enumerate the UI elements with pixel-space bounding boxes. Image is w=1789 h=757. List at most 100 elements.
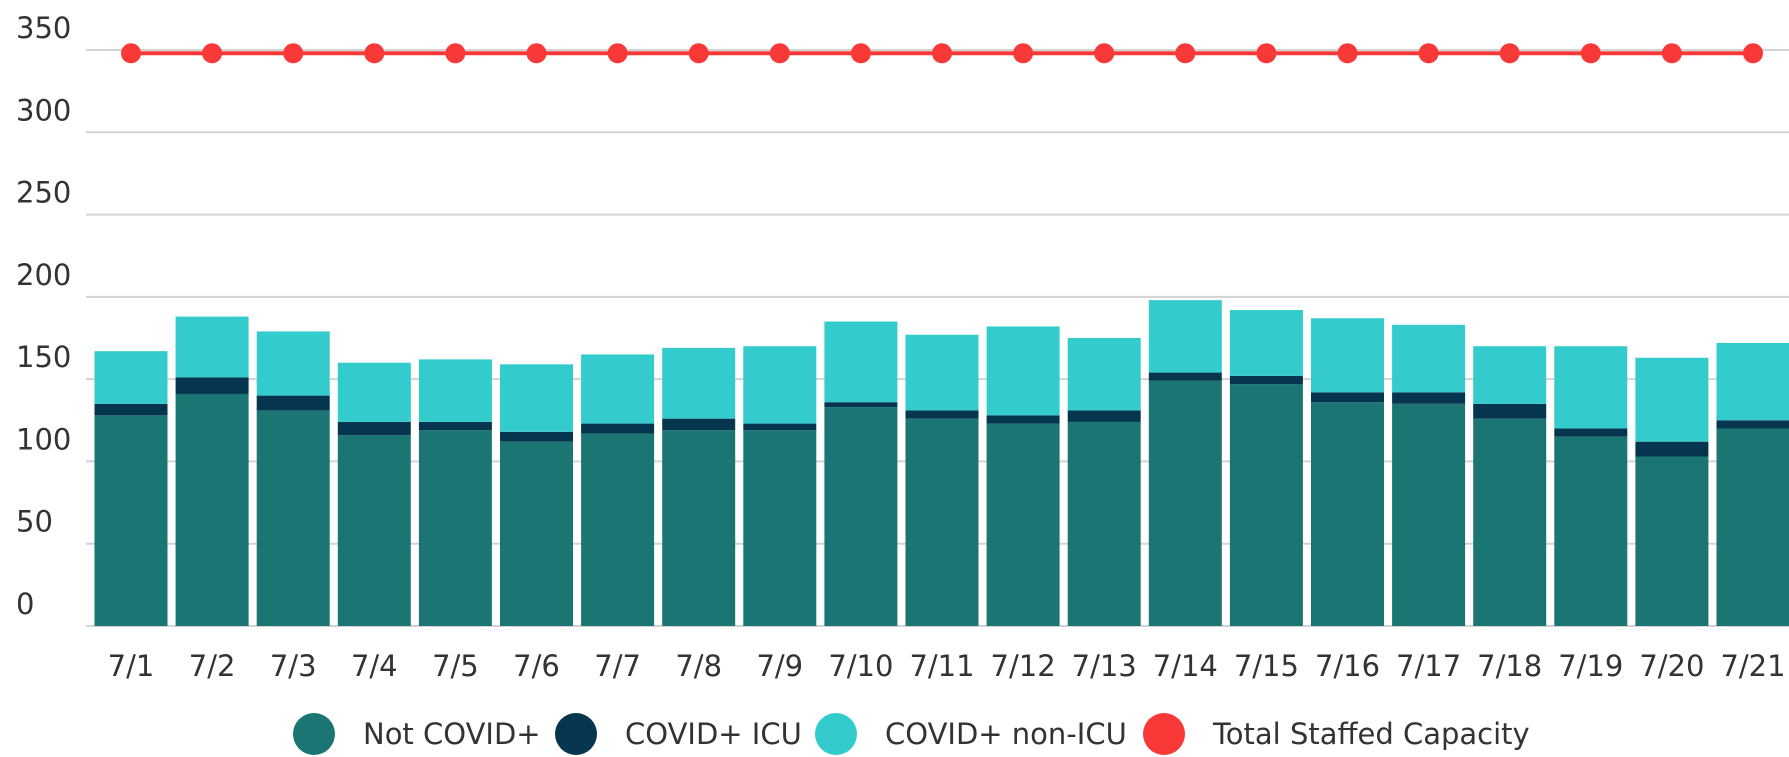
- bar-segment: [337, 435, 411, 626]
- bar-segment: [743, 346, 817, 424]
- bar-segment: [824, 321, 898, 403]
- x-tick-label: 7/4: [351, 649, 398, 683]
- bar-segment: [1148, 300, 1222, 373]
- bar-segment: [1716, 342, 1789, 421]
- bar-segment: [337, 421, 411, 436]
- y-tick-label: 300: [16, 93, 71, 127]
- x-tick-label: 7/9: [756, 649, 803, 683]
- y-tick-label: 350: [16, 11, 71, 45]
- bar-segment: [905, 410, 979, 419]
- bar-segment: [581, 354, 655, 424]
- bar-segment: [256, 331, 330, 396]
- x-tick-label: 7/8: [675, 649, 722, 683]
- bar-segment: [1635, 357, 1709, 442]
- bar-segment: [1067, 421, 1141, 626]
- bar-segment: [256, 395, 330, 411]
- x-tick-label: 7/12: [991, 649, 1056, 683]
- bar-segment: [175, 377, 249, 394]
- line-point: [769, 43, 790, 64]
- bar-segment: [256, 410, 330, 626]
- bar-segment: [1311, 318, 1384, 393]
- line-point: [202, 43, 223, 64]
- x-tick-label: 7/19: [1558, 649, 1623, 683]
- bar-segment: [1148, 372, 1222, 381]
- line-point: [932, 43, 952, 64]
- bar-segment: [581, 433, 655, 626]
- y-tick-label: 200: [16, 258, 71, 292]
- x-tick-label: 7/1: [108, 649, 155, 683]
- bar-segment: [986, 423, 1060, 626]
- x-tick-label: 7/11: [909, 649, 974, 683]
- x-tick-label: 7/7: [594, 649, 641, 683]
- bar-segment: [1635, 441, 1709, 457]
- x-tick-label: 7/16: [1315, 649, 1380, 683]
- bar-segment: [1311, 392, 1384, 403]
- bar-segment: [1311, 402, 1384, 626]
- y-tick-label: 150: [16, 340, 71, 374]
- bar-segment: [1473, 346, 1547, 404]
- bar-segment: [1229, 375, 1303, 385]
- bar-segment: [500, 441, 573, 626]
- y-tick-label: 50: [16, 505, 53, 539]
- legend-label: COVID+ ICU: [625, 717, 802, 751]
- bar-segment: [1392, 403, 1466, 626]
- bar-segment: [824, 407, 898, 626]
- bar-segment: [1554, 428, 1628, 437]
- bar-segment: [581, 423, 655, 434]
- bar-segment: [662, 418, 736, 431]
- line-point: [1418, 43, 1439, 64]
- line-point: [283, 43, 304, 64]
- line-point: [850, 43, 871, 64]
- line-point: [364, 43, 385, 64]
- bar-segment: [1148, 380, 1222, 626]
- x-tick-label: 7/18: [1477, 649, 1542, 683]
- x-tick-label: 7/3: [270, 649, 317, 683]
- bar-segment: [500, 431, 573, 442]
- line-point: [1175, 43, 1196, 64]
- line-point: [1661, 43, 1682, 64]
- line-point: [688, 43, 709, 64]
- bar-segment: [1554, 436, 1628, 626]
- bar-segment: [905, 334, 979, 411]
- x-tick-label: 7/13: [1072, 649, 1137, 683]
- bar-segment: [1067, 410, 1141, 422]
- bar-segment: [1473, 418, 1547, 626]
- bar-segment: [94, 351, 168, 404]
- bar-segment: [1392, 392, 1466, 404]
- y-tick-label: 0: [16, 587, 34, 621]
- x-tick-label: 7/14: [1153, 649, 1218, 683]
- bar-segment: [418, 430, 492, 626]
- x-tick-label: 7/5: [432, 649, 479, 683]
- bar-segment: [337, 362, 411, 422]
- x-tick-label: 7/15: [1234, 649, 1299, 683]
- bar-segment: [175, 393, 249, 626]
- bar-segment: [175, 316, 249, 378]
- line-point: [607, 43, 628, 64]
- legend-label: Not COVID+: [363, 717, 541, 751]
- line-point: [1580, 43, 1601, 64]
- line-point: [1013, 43, 1034, 64]
- bar-segment: [662, 430, 736, 626]
- legend-label: COVID+ non-ICU: [885, 717, 1127, 751]
- bar-segment: [743, 430, 817, 626]
- bar-segment: [500, 364, 573, 432]
- bar-segment: [94, 403, 168, 416]
- x-tick-label: 7/6: [513, 649, 560, 683]
- bar-segment: [418, 421, 492, 431]
- bar-segment: [1554, 346, 1628, 429]
- legend-swatch: [815, 713, 857, 755]
- bar-segment: [1716, 428, 1789, 626]
- bar-segment: [94, 415, 168, 626]
- line-point: [526, 43, 547, 64]
- bar-segment: [824, 402, 898, 408]
- bar-segment: [986, 415, 1060, 424]
- x-tick-label: 7/10: [828, 649, 893, 683]
- line-point: [1094, 43, 1115, 64]
- y-tick-label: 250: [16, 176, 71, 210]
- legend-swatch: [1143, 713, 1185, 755]
- bar-segment: [1392, 324, 1466, 393]
- bar-segment: [418, 359, 492, 422]
- legend-swatch: [293, 713, 335, 755]
- line-point: [445, 43, 466, 64]
- bar-segment: [905, 418, 979, 626]
